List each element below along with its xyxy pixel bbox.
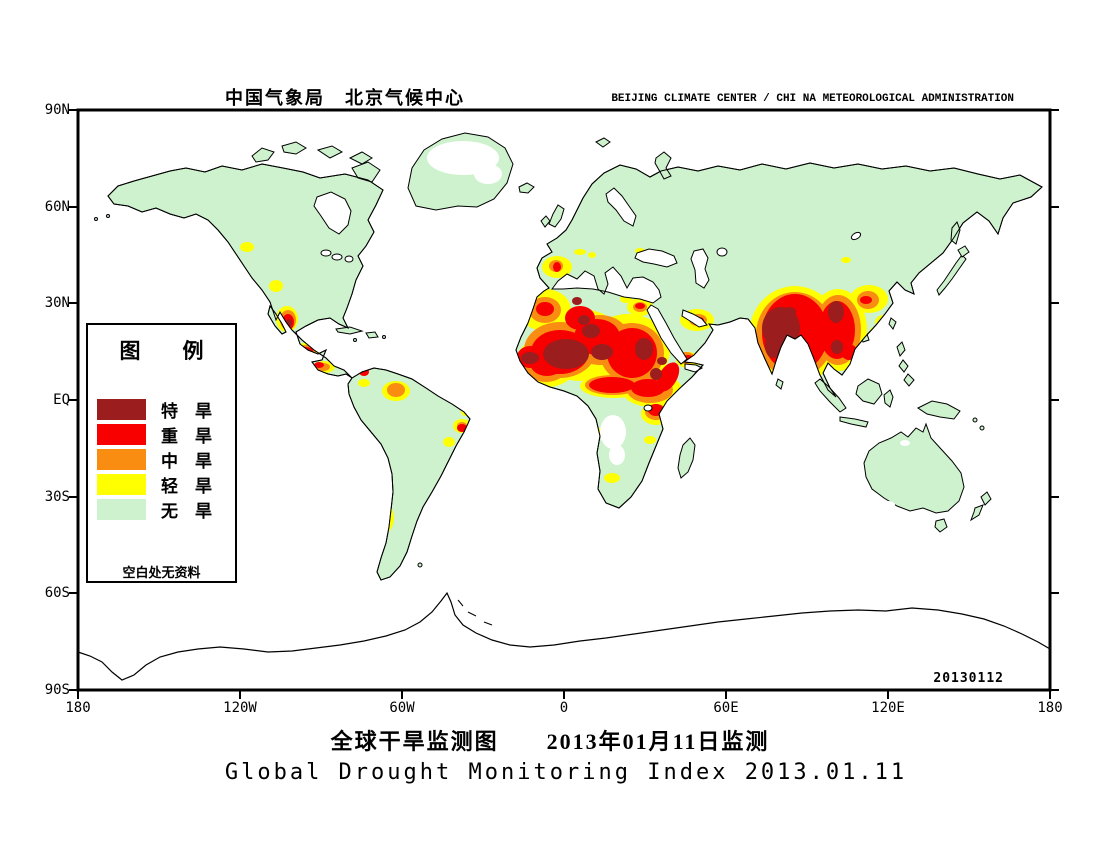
antarctic-islets: [457, 599, 493, 626]
lon-label-0: 0: [559, 700, 569, 716]
legend-title: 图 例: [119, 339, 204, 363]
header-title-en: BEIJING CLIMATE CENTER / CHI NA METEOROL…: [611, 93, 1014, 105]
map-frame: [69, 108, 1059, 699]
legend-label-light: 轻 旱: [161, 477, 212, 496]
legend-item-moderate: 中 旱: [97, 449, 212, 471]
lon-label-60w: 60W: [389, 700, 415, 716]
lat-label-90n: 90N: [44, 102, 70, 118]
inland-seas: [313, 187, 862, 412]
legend-box: 图 例 特 旱 重 旱 中 旱 轻 旱 无 旱 空白处无资料: [86, 323, 237, 583]
antarctica-outline: [77, 591, 1051, 691]
map-datestamp: 20130112: [933, 671, 1004, 686]
lat-label-30s: 30S: [44, 489, 70, 505]
axis-ticks: [69, 109, 1059, 699]
drought-extreme-layer: [286, 297, 844, 380]
legend-swatch-severe: [97, 424, 146, 445]
lon-label-120e: 120E: [871, 700, 905, 716]
header-title-cn: 中国气象局 北京气候中心: [225, 88, 465, 108]
lat-label-60s: 60S: [44, 585, 70, 601]
lon-label-60e: 60E: [713, 700, 739, 716]
legend-item-extreme: 特 旱: [97, 399, 212, 421]
legend-item-none: 无 旱: [97, 499, 212, 521]
lat-label-60n: 60N: [44, 199, 70, 215]
legend-swatch-extreme: [97, 399, 146, 420]
lon-label-120w: 120W: [223, 700, 257, 716]
legend-swatch-none: [97, 499, 146, 520]
legend-label-none: 无 旱: [161, 502, 212, 521]
legend-swatch-light: [97, 474, 146, 495]
legend-label-extreme: 特 旱: [161, 402, 212, 421]
legend-rows: 特 旱 重 旱 中 旱 轻 旱 无 旱: [97, 399, 212, 524]
legend-label-severe: 重 旱: [161, 427, 212, 446]
lat-label-30n: 30N: [44, 295, 70, 311]
lon-label-180w: 180: [65, 700, 91, 716]
lat-label-90s: 90S: [44, 682, 70, 698]
footer-title-cn: 全球干旱监测图 2013年01月11日监测: [330, 729, 770, 754]
lat-label-eq: EQ: [53, 392, 70, 408]
no-data-patches: [427, 141, 910, 509]
legend-swatch-moderate: [97, 449, 146, 470]
legend-label-moderate: 中 旱: [161, 452, 212, 471]
footer-title-en: Global Drought Monitoring Index 2013.01.…: [224, 760, 908, 785]
lon-label-180e: 180: [1037, 700, 1063, 716]
legend-item-severe: 重 旱: [97, 424, 212, 446]
legend-item-light: 轻 旱: [97, 474, 212, 496]
legend-note: 空白处无资料: [122, 565, 201, 580]
